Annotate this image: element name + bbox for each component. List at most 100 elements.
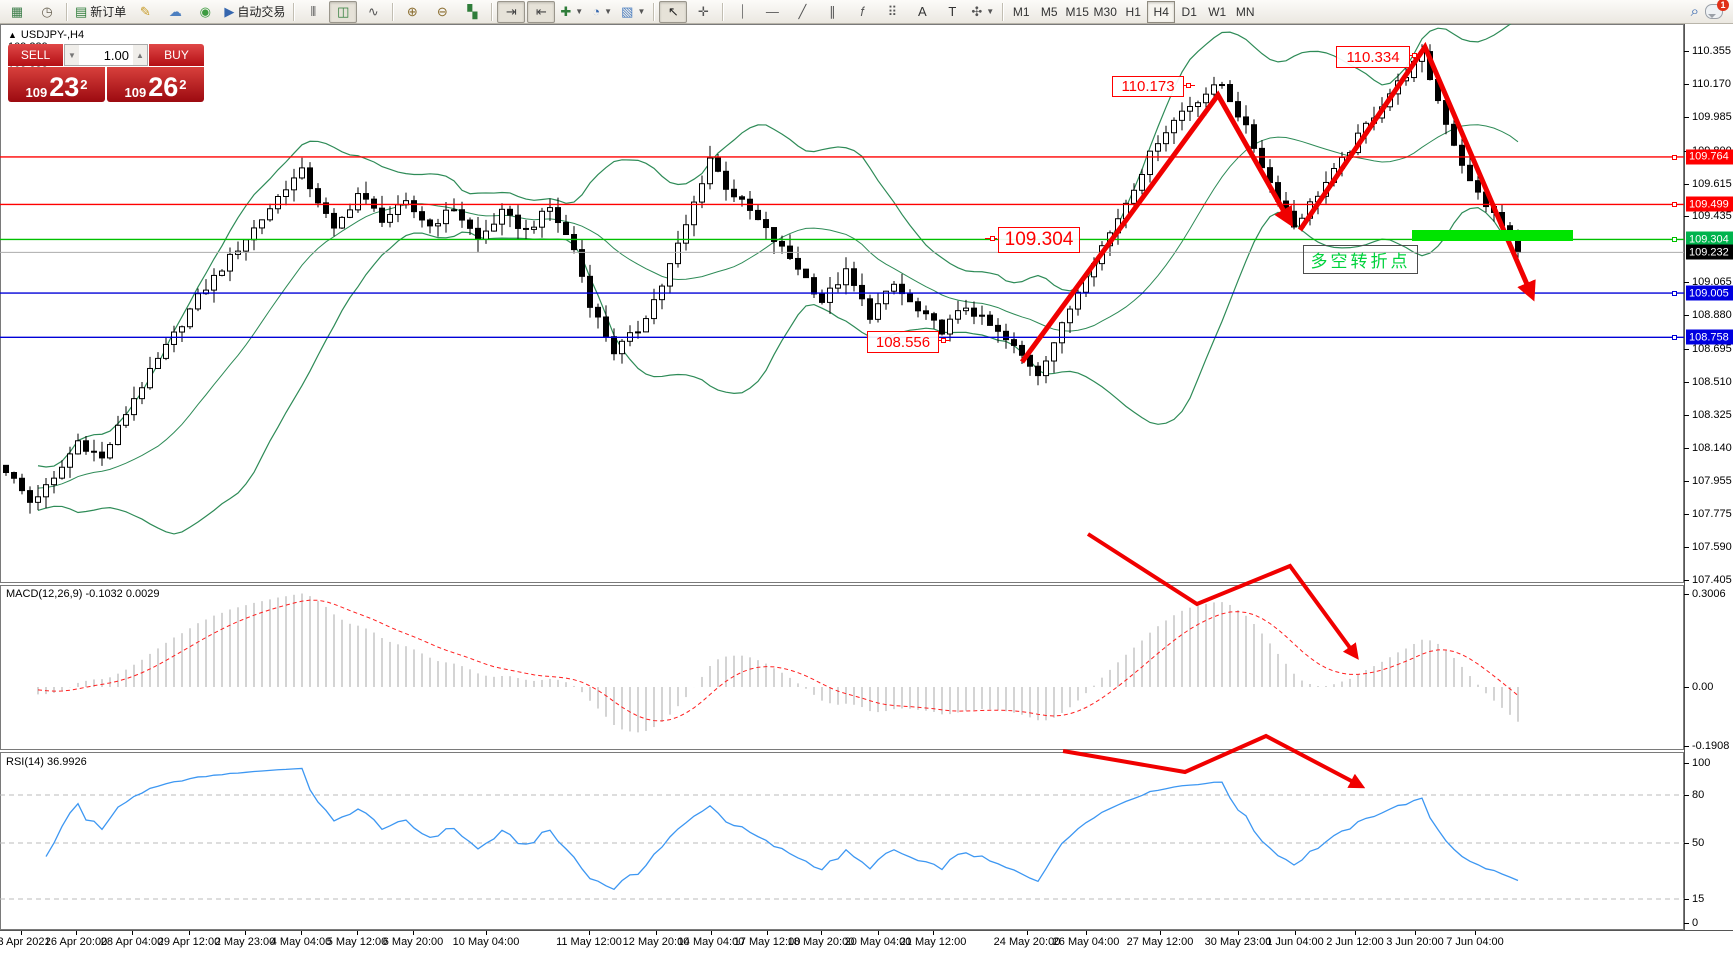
price-tick xyxy=(1684,84,1689,86)
templates-button-dropdown-icon[interactable]: ▼ xyxy=(637,7,646,16)
chart-shift-icon: ⇤ xyxy=(535,3,547,19)
price-tag-anchor[interactable] xyxy=(1186,82,1191,88)
profiles-icon: ◷ xyxy=(41,3,53,19)
periods-button-dropdown-icon[interactable]: ▼ xyxy=(604,7,613,16)
zoom-in-button[interactable]: ⊕ xyxy=(398,1,426,23)
line-chart-button[interactable]: ∿ xyxy=(359,1,387,23)
collapse-triangle-icon[interactable]: ▲ xyxy=(8,30,17,40)
new-chart-button[interactable]: ▦ xyxy=(3,1,31,23)
timeframe-w1-button[interactable]: W1 xyxy=(1208,4,1227,19)
price-tag-anchor[interactable] xyxy=(1412,53,1417,58)
rsi-line[interactable] xyxy=(45,767,1519,891)
timeframe-m30-button[interactable]: M30 xyxy=(1093,4,1117,19)
trendline-button[interactable]: ╱ xyxy=(788,1,816,23)
note-text-box[interactable]: 多空转折点 xyxy=(1303,245,1418,274)
price-tag-anchor[interactable] xyxy=(941,338,946,343)
macd-tick-label: 0.3006 xyxy=(1692,587,1726,600)
indicators-button[interactable]: ✚ ▼ xyxy=(557,1,586,23)
line-handle[interactable] xyxy=(1672,335,1677,341)
chart-canvas[interactable] xyxy=(0,24,1684,955)
buy-button[interactable]: BUY xyxy=(149,44,204,66)
signals-button[interactable]: ◉ xyxy=(191,1,219,23)
timeframe-d1-button[interactable]: D1 xyxy=(1181,4,1197,19)
new-order-button[interactable]: ▤ 新订单 xyxy=(72,1,129,23)
arrows-button[interactable]: ✣ ▼ xyxy=(968,1,997,23)
main-pane-border xyxy=(0,24,1684,583)
mql5-community-button[interactable]: ☁ xyxy=(161,1,189,23)
time-tick xyxy=(486,931,487,935)
crosshair-button[interactable]: ✛ xyxy=(689,1,717,23)
timeframe-m15-button[interactable]: M15 xyxy=(1065,4,1089,19)
arrows-button-dropdown-icon[interactable]: ▼ xyxy=(986,7,995,16)
candles-chart-button[interactable]: ◫ xyxy=(329,0,358,23)
price-tick-label: 108.880 xyxy=(1692,309,1732,322)
time-label: 30 May 23:00 xyxy=(1204,936,1272,948)
sell-button[interactable]: SELL xyxy=(8,44,63,66)
profiles-button[interactable]: ◷ xyxy=(33,1,61,23)
time-label: 26 Apr 20:00 xyxy=(44,936,108,948)
line-handle[interactable] xyxy=(1672,237,1677,243)
timeframe-m5-button[interactable]: M5 xyxy=(1040,4,1058,19)
price-tick xyxy=(1684,381,1689,383)
macd-tick xyxy=(1684,593,1689,595)
mql5-community-icon: ☁ xyxy=(168,3,182,19)
text-label-button[interactable]: T xyxy=(938,1,966,23)
templates-button[interactable]: ▧ ▼ xyxy=(618,1,648,23)
grid-button[interactable]: ⠿ xyxy=(878,1,906,23)
bars-chart-button[interactable]: ⫴ xyxy=(299,1,327,23)
chart-shift-button[interactable]: ⇤ xyxy=(527,0,556,23)
line-handle[interactable] xyxy=(1672,291,1677,297)
price-tick-label: 110.170 xyxy=(1692,78,1731,91)
horizontal-line-icon: — xyxy=(765,4,779,19)
price-tag-109.304[interactable]: 109.304 xyxy=(998,227,1080,253)
rsi-tick-label: 100 xyxy=(1692,757,1711,769)
text-label-icon: T xyxy=(948,4,957,19)
auto-scroll-icon: ⇥ xyxy=(505,3,517,19)
price-tag-110.173[interactable]: 110.173 xyxy=(1112,76,1184,97)
price-tag-110.334[interactable]: 110.334 xyxy=(1336,46,1410,68)
price-axis-border xyxy=(1684,24,1685,931)
macd-tick-label: 0.00 xyxy=(1692,681,1714,693)
buy-quote-panel[interactable]: 109 26 2 xyxy=(107,67,204,102)
tile-windows-button[interactable]: ▚ xyxy=(458,1,486,23)
auto-scroll-button[interactable]: ⇥ xyxy=(497,0,526,23)
new-chart-icon: ▦ xyxy=(10,3,24,19)
time-tick xyxy=(21,931,22,935)
time-label: 26 May 04:00 xyxy=(1052,936,1120,948)
timeframe-m1-button[interactable]: M1 xyxy=(1012,4,1030,19)
tile-windows-icon: ▚ xyxy=(467,3,478,19)
trendline-icon: ╱ xyxy=(798,3,807,19)
timeframe-mn-button[interactable]: MN xyxy=(1235,4,1255,19)
search-icon[interactable]: ⌕ xyxy=(1690,3,1699,20)
metaeditor-button[interactable]: ✎ xyxy=(131,1,159,23)
volume-up-spinner[interactable]: ▲ xyxy=(133,45,147,65)
green-highlight-bar[interactable] xyxy=(1412,230,1573,241)
volume-input[interactable]: 1.00 xyxy=(103,47,129,63)
cursor-button[interactable]: ↖ xyxy=(659,0,688,23)
time-label: 27 May 12:00 xyxy=(1126,936,1194,948)
chat-icon[interactable]: 1 xyxy=(1705,0,1729,19)
price-tick-label: 110.355 xyxy=(1692,45,1731,57)
sell-quote-panel[interactable]: 109 23 2 xyxy=(8,67,105,102)
fibonacci-button[interactable]: 𝑓 xyxy=(848,1,876,23)
vertical-line-button[interactable]: ⏐ xyxy=(728,1,756,23)
equidistant-channel-button[interactable]: ∥ xyxy=(818,1,846,23)
zoom-out-button[interactable]: ⊖ xyxy=(428,1,456,23)
price-tag-108.556[interactable]: 108.556 xyxy=(867,331,939,353)
bb-upper-band[interactable] xyxy=(37,24,1518,468)
timeframe-h4-button[interactable]: H4 xyxy=(1147,0,1176,23)
line-handle[interactable] xyxy=(1672,202,1677,208)
autotrading-button[interactable]: ▶ 自动交易 xyxy=(221,1,288,23)
price-tick-label: 108.510 xyxy=(1692,375,1732,388)
volume-down-spinner[interactable]: ▼ xyxy=(65,45,79,65)
toolbar-separator xyxy=(392,2,394,21)
price-tag-anchor[interactable] xyxy=(990,236,995,241)
periods-button[interactable]: ◔ ▼ xyxy=(588,1,616,23)
time-label: 20 May 04:00 xyxy=(844,936,912,948)
indicators-button-dropdown-icon[interactable]: ▼ xyxy=(575,7,584,16)
text-button[interactable]: A xyxy=(908,1,936,23)
line-handle[interactable] xyxy=(1672,154,1677,160)
price-tick xyxy=(1684,51,1689,52)
timeframe-h1-button[interactable]: H1 xyxy=(1125,4,1141,19)
horizontal-line-button[interactable]: — xyxy=(758,1,786,23)
